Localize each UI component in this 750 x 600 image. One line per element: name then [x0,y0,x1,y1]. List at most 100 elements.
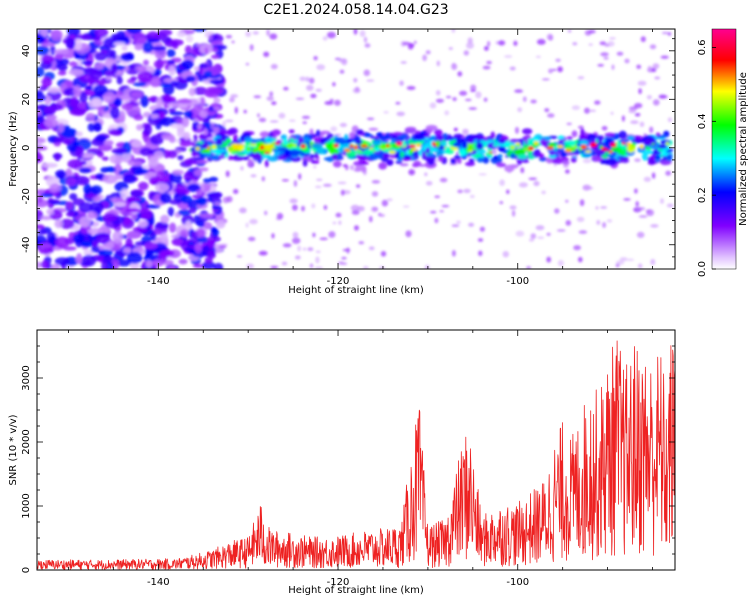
heatmap-cell [93,63,105,70]
heatmap-cell [625,142,632,145]
heatmap-cell [465,98,472,102]
heatmap-cell [37,151,42,163]
heatmap-cell [123,216,132,226]
heatmap-cell [483,97,488,102]
heatmap-cell [335,212,342,218]
heatmap-cell [606,219,613,223]
heatmap-cell [309,154,315,159]
heatmap-cell [617,156,629,160]
heatmap-cell [200,97,205,104]
heatmap-cell [68,69,84,76]
heatmap-cell [155,221,169,230]
heatmap-cell [183,171,193,182]
heatmap-cell [295,97,305,101]
heatmap-cell [215,151,222,156]
heatmap-cell [468,139,473,143]
heatmap-cell [196,196,208,206]
heatmap-cell [463,188,471,194]
heatmap-cell [245,62,250,66]
heatmap-cell [142,41,154,53]
heatmap-cell [546,146,554,150]
heatmap-cell [239,207,247,214]
heatmap-cell [204,70,213,77]
heatmap-cell [438,155,444,162]
heatmap-cell [576,216,585,222]
heatmap-cell [125,237,133,250]
heatmap-cell [455,137,465,144]
heatmap-cell [269,33,278,40]
heatmap-cell [326,31,336,39]
heatmap-cell [94,29,109,38]
heatmap-cell [210,155,220,160]
heatmap-cell [127,161,143,167]
heatmap-cell [90,246,100,253]
heatmap-cell [383,111,389,114]
heatmap-cell [270,63,278,70]
heatmap-cell [541,190,546,195]
heatmap-cell [447,134,452,138]
heatmap-cell [246,263,254,269]
heatmap-cell [628,109,636,114]
heatmap-cell [547,113,555,118]
heatmap-cell [183,131,191,141]
heatmap-cell [283,86,289,91]
heatmap-cell [509,164,519,168]
heatmap-cell [201,261,216,269]
heatmap-cell [328,231,336,238]
heatmap-cell [150,114,159,119]
heatmap-cell [496,162,507,168]
heatmap-cell [468,149,473,153]
heatmap-cell [546,33,554,41]
heatmap-cell [100,167,110,173]
heatmap-cell [539,153,545,159]
y-tick-label: 0 [21,567,32,573]
heatmap-cell [302,247,307,251]
heatmap-cell [177,155,184,161]
heatmap-cell [476,157,485,163]
heatmap-cell [101,156,109,161]
heatmap-cell [383,151,390,159]
heatmap-cell [116,259,132,267]
heatmap-cell [510,145,516,150]
heatmap-cell [133,32,147,45]
heatmap-cell [204,256,213,264]
heatmap-cell [355,151,367,155]
heatmap-cell [498,139,506,144]
heatmap-cell [658,94,668,99]
heatmap-cell [643,176,652,182]
heatmap-cell [486,60,492,65]
heatmap-cell [113,41,126,46]
heatmap-cell [378,162,388,170]
heatmap-cell [426,128,433,134]
heatmap-cell [213,262,224,269]
heatmap-cell [358,154,364,160]
heatmap-cell [266,29,270,37]
snr-x-axis-label: Height of straight line (km) [288,585,424,596]
heatmap-cell [329,146,336,155]
heatmap-cell [343,148,351,152]
heatmap-cell [54,257,70,266]
heatmap-cell [213,126,220,134]
heatmap-cell [565,169,570,174]
heatmap-cell [47,87,61,94]
heatmap-cell [201,184,205,192]
heatmap-cell [528,146,534,151]
heatmap-cell [211,102,219,109]
heatmap-cell [570,157,577,163]
heatmap-cell [136,124,144,131]
heatmap-cell [431,141,436,146]
heatmap-cell [578,256,583,263]
heatmap-cell [288,129,295,134]
heatmap-cell [130,139,142,148]
heatmap-cell [65,211,76,217]
heatmap-cell [430,210,437,214]
heatmap-cell [229,97,235,103]
heatmap-cell [355,86,360,93]
heatmap-cell [616,51,624,56]
heatmap-cell [594,148,606,156]
heatmap-cell [560,150,568,158]
heatmap-cell [268,137,274,144]
heatmap-cell [290,155,302,162]
heatmap-cell [377,152,383,159]
y-tick-label: 2000 [21,429,32,454]
